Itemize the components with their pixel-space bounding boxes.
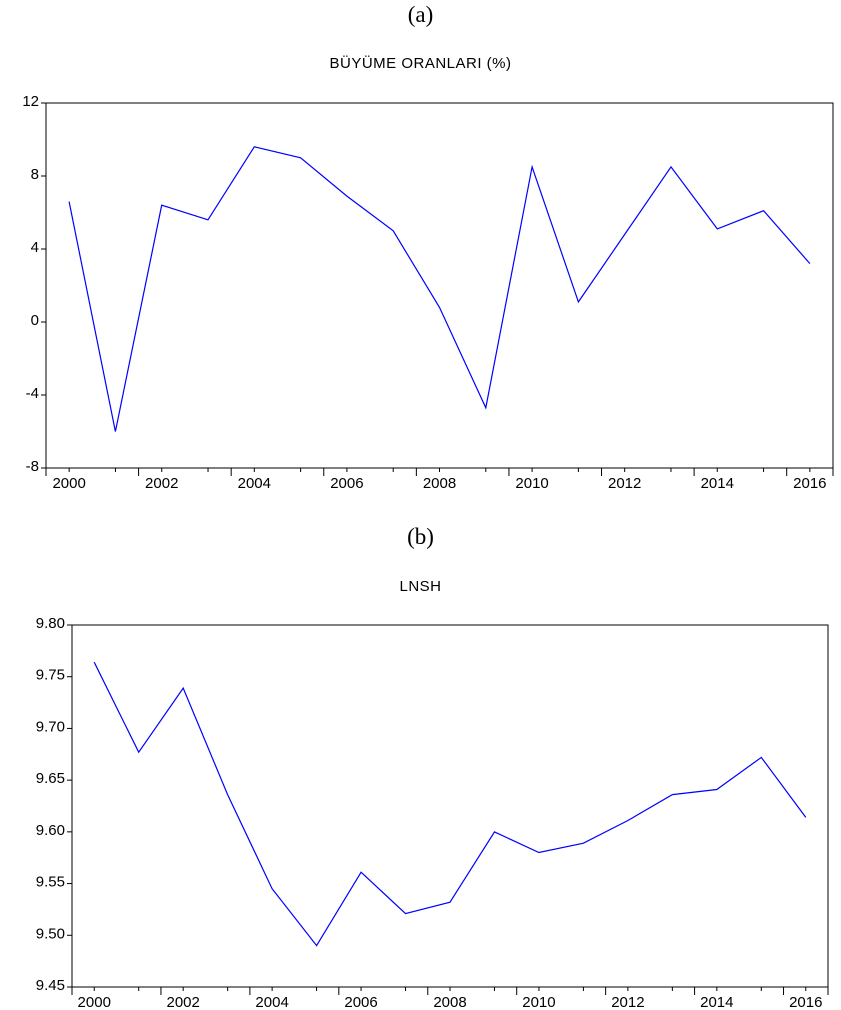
x-tick-label-a: 2008	[423, 475, 456, 492]
x-tick-label-b: 2016	[789, 994, 822, 1010]
y-tick-label-a: 0	[31, 312, 39, 329]
x-tick-label-a: 2004	[238, 475, 271, 492]
y-tick-label-a: 12	[22, 93, 39, 110]
panel-label-a: (a)	[407, 2, 434, 27]
x-tick-label-b: 2000	[78, 994, 111, 1010]
y-tick-label-b: 9.55	[36, 874, 65, 891]
x-tick-label-a: 2000	[52, 475, 85, 492]
x-tick-label-a: 2006	[330, 475, 363, 492]
chart-title-b: LNSH	[399, 578, 442, 595]
series-line-b	[93, 661, 807, 947]
y-tick-label-a: 8	[31, 166, 39, 183]
x-tick-label-a: 2002	[145, 475, 178, 492]
x-tick-label-b: 2012	[611, 994, 644, 1010]
y-tick-label-a: -4	[26, 385, 39, 402]
y-tick-label-b: 9.65	[36, 770, 65, 787]
y-tick-label-a: 4	[31, 239, 39, 256]
y-tick-label-b: 9.70	[36, 718, 65, 735]
y-tick-label-b: 9.45	[36, 977, 65, 994]
y-tick-label-b: 9.50	[36, 925, 65, 942]
y-tick-label-b: 9.60	[36, 822, 65, 839]
series-line-a	[68, 146, 811, 432]
chart-title-a: BÜYÜME ORANLARI (%)	[329, 55, 512, 72]
x-tick-label-a: 2014	[701, 475, 734, 492]
x-tick-label-b: 2006	[344, 994, 377, 1010]
x-tick-label-b: 2010	[522, 994, 555, 1010]
x-tick-label-b: 2008	[433, 994, 466, 1010]
x-tick-label-a: 2010	[515, 475, 548, 492]
y-tick-label-b: 9.75	[36, 667, 65, 684]
panel-label-b: (b)	[407, 524, 434, 549]
y-tick-label-a: -8	[26, 458, 39, 475]
x-tick-label-a: 2016	[793, 475, 826, 492]
x-tick-label-b: 2002	[166, 994, 199, 1010]
x-tick-label-b: 2004	[255, 994, 288, 1010]
y-tick-label-b: 9.80	[36, 615, 65, 632]
chart-a: 12 8 4 0 -4 -8 2000 2002 2004 2006 2008 2010 2012 201…	[22, 93, 834, 492]
x-tick-label-b: 2014	[700, 994, 733, 1010]
plot-frame-b	[71, 624, 829, 988]
x-tick-label-a: 2012	[608, 475, 641, 492]
